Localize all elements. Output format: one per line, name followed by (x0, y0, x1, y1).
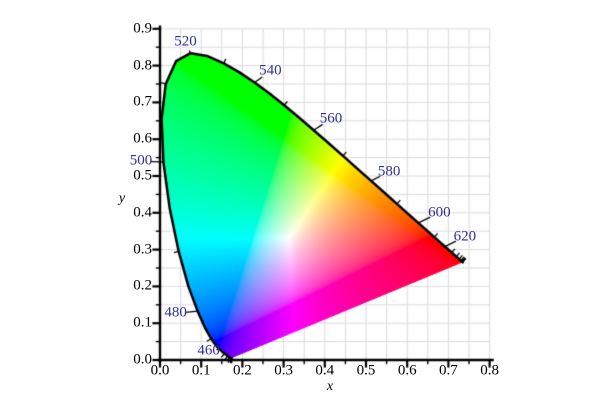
y-tick-label: 0.6 (133, 130, 152, 147)
x-tick-label: 0.6 (397, 362, 417, 379)
wavelength-label-480: 480 (164, 304, 187, 321)
x-tick-label: 0.0 (150, 362, 170, 379)
y-tick-label: 0.7 (133, 93, 152, 110)
y-tick-label: 0.3 (133, 241, 152, 258)
y-tick-label: 0.9 (133, 20, 152, 37)
wavelength-label-560: 560 (319, 110, 343, 127)
y-axis-label: y (118, 191, 126, 206)
wavelength-label-500: 500 (129, 152, 153, 169)
y-tick-label: 0.4 (133, 204, 152, 221)
wavelength-label-600: 600 (428, 204, 451, 221)
wavelength-label-460: 460 (197, 342, 220, 359)
x-tick-label: 0.8 (480, 362, 499, 379)
x-tick-label: 0.3 (274, 362, 293, 379)
y-tick-label: 0.2 (133, 277, 152, 294)
y-tick-label: 0.8 (133, 57, 152, 74)
x-tick-label: 0.4 (315, 362, 335, 379)
x-tick-label: 0.5 (356, 362, 376, 379)
wavelength-label-520: 520 (174, 33, 197, 50)
y-tick-label: 0.0 (133, 351, 152, 368)
x-tick-label: 0.7 (439, 362, 458, 379)
wavelength-label-540: 540 (259, 62, 282, 79)
wavelength-label-580: 580 (377, 163, 401, 180)
wavelength-label-620: 620 (453, 228, 477, 245)
y-tick-label: 0.1 (133, 314, 152, 331)
y-tick-label: 0.5 (133, 167, 152, 184)
x-axis-label: x (326, 379, 334, 394)
x-tick-label: 0.2 (233, 362, 252, 379)
x-tick-label: 0.1 (191, 362, 211, 379)
